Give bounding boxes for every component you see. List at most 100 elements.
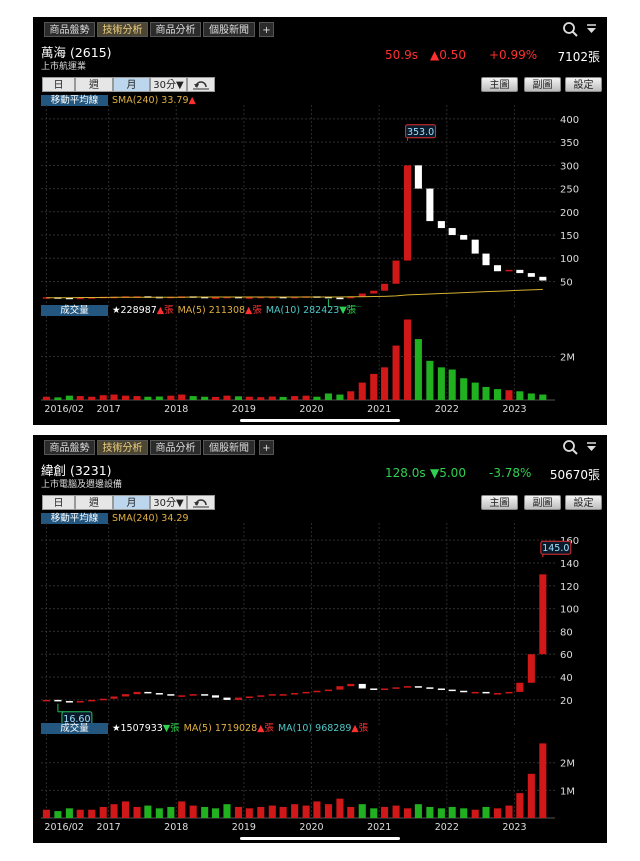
volume-bar <box>414 804 422 818</box>
tab[interactable]: 商品盤勢 <box>44 22 95 37</box>
period-button[interactable]: 月 <box>113 495 150 510</box>
candle <box>324 689 332 692</box>
quote-price: 128.0s <box>385 466 426 480</box>
chart-button[interactable]: 主圖 <box>481 495 518 510</box>
quote-price: 50.9s <box>385 48 418 62</box>
volume-item: ▲張 <box>245 305 262 316</box>
candle <box>223 697 231 700</box>
volume-item: ▼張 <box>162 723 180 734</box>
tab[interactable]: + <box>259 440 274 455</box>
volume-bar <box>302 805 310 818</box>
volume-bar <box>336 394 344 400</box>
chart-button[interactable]: 設定 <box>565 495 602 510</box>
volume-bar <box>234 396 243 400</box>
candle <box>155 693 163 695</box>
candle <box>76 297 84 300</box>
y-tick-label: 200 <box>560 208 579 219</box>
y-tick-label: 2M <box>560 352 575 363</box>
chart-button[interactable]: 副圖 <box>524 495 561 510</box>
volume-bar <box>279 396 287 400</box>
volume-bar <box>505 805 513 818</box>
period-button[interactable]: 日 <box>42 77 75 92</box>
tab[interactable]: + <box>259 22 274 37</box>
chart-button[interactable]: 主圖 <box>481 77 518 92</box>
volume-bar <box>201 806 209 818</box>
y-tick-label: 100 <box>560 254 579 265</box>
period-button[interactable]: 月 <box>113 77 150 92</box>
volume-bar <box>155 808 163 818</box>
volume-item: ▲張 <box>351 723 369 734</box>
volume-bar <box>370 373 378 400</box>
volume-bar <box>133 396 141 400</box>
volume-bar <box>426 806 434 818</box>
indicator-text: SMA(240) 34.29 <box>112 513 189 524</box>
x-tick-label: 2018 <box>164 404 188 415</box>
candle <box>245 696 253 698</box>
candle <box>539 276 547 281</box>
annotation-label: 16.60 <box>63 714 90 725</box>
volume-item: ★228987 <box>112 305 157 316</box>
volume-bar <box>88 396 96 400</box>
volume-values: ★228987▲張 MA(5) 211308▲張 MA(10) 282423▼張 <box>112 305 356 316</box>
volume-bar <box>291 804 299 818</box>
x-tick-label: 2019 <box>232 822 256 833</box>
candle <box>42 699 50 702</box>
volume-bar <box>155 396 163 400</box>
volume-bar <box>482 386 490 400</box>
candle <box>347 683 355 687</box>
volume-bar <box>167 395 175 400</box>
chart-button[interactable]: 設定 <box>565 77 602 92</box>
volume-name: 成交量 <box>41 723 108 734</box>
candle <box>121 694 130 697</box>
candle <box>448 689 456 692</box>
reset-button[interactable] <box>187 77 215 92</box>
y-tick-label: 60 <box>560 650 573 661</box>
volume-bar <box>493 389 502 400</box>
reset-button[interactable] <box>187 495 215 510</box>
volume-item: ▲張 <box>257 723 274 734</box>
volume-bar <box>76 809 84 818</box>
volume-bar <box>110 394 118 400</box>
tab[interactable]: 商品分析 <box>150 22 201 37</box>
volume-bar <box>121 801 130 818</box>
toolbar-icons[interactable] <box>561 439 601 455</box>
stock-panel: 商品盤勢 技術分析 商品分析 個股新聞 + 緯創 (3231) 上市電腦及週邊設備 128.0… <box>33 435 607 843</box>
period-button[interactable]: 30分▼ <box>150 495 187 510</box>
candle <box>527 654 535 683</box>
candle <box>392 260 400 284</box>
volume-bar <box>245 396 253 400</box>
tab[interactable]: 技術分析 <box>97 22 148 37</box>
candle <box>482 691 490 694</box>
period-button[interactable]: 週 <box>75 495 113 510</box>
volume-values: ★1507933▼張 MA(5) 1719028▲張 MA(10) 968289▲張 <box>112 723 368 734</box>
volume-bar <box>358 382 366 400</box>
period-button[interactable]: 週 <box>75 77 113 92</box>
candle <box>223 296 231 299</box>
volume-bar <box>234 806 243 818</box>
y-tick-label: 250 <box>560 185 579 196</box>
tab[interactable]: 個股新聞 <box>203 440 255 455</box>
x-tick-label: 2020 <box>299 822 323 833</box>
annotation-label: 353.0 <box>407 127 434 138</box>
chart-button[interactable]: 副圖 <box>524 77 561 92</box>
tab[interactable]: 商品分析 <box>150 440 201 455</box>
period-button[interactable]: 30分▼ <box>150 77 187 92</box>
volume-bar <box>347 806 355 818</box>
volume-bar <box>257 397 265 400</box>
candle <box>65 701 73 703</box>
volume-bar <box>336 798 344 818</box>
candle <box>324 296 332 299</box>
annotation-box <box>540 540 572 555</box>
candle <box>211 297 220 299</box>
period-button[interactable]: 日 <box>42 495 75 510</box>
candle <box>257 695 265 697</box>
candle <box>291 296 299 299</box>
candle <box>414 165 422 189</box>
tab[interactable]: 個股新聞 <box>203 22 255 37</box>
tab[interactable]: 技術分析 <box>97 440 148 455</box>
volume-item: MA(5) 211308 <box>177 305 246 316</box>
y-tick-label: 2M <box>560 759 575 770</box>
volume-bar <box>313 801 321 818</box>
tab[interactable]: 商品盤勢 <box>44 440 95 455</box>
toolbar-icons[interactable] <box>561 21 601 37</box>
